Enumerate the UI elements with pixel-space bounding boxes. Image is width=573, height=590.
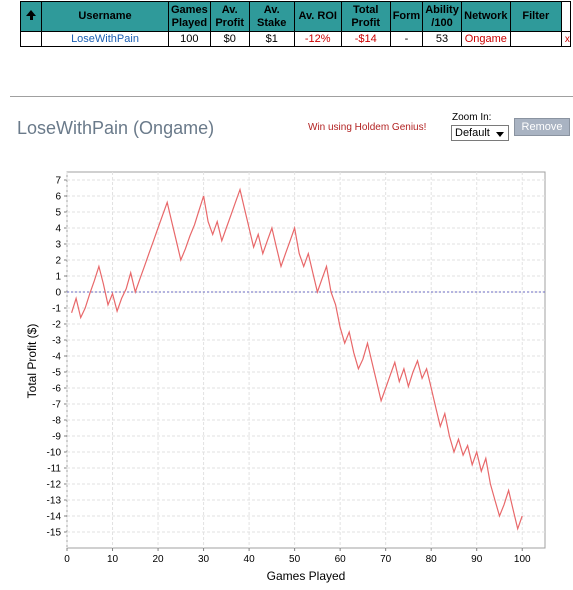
header-av-roi[interactable]: Av. ROI	[293, 1, 342, 32]
y-tick-label: -14	[47, 512, 62, 523]
x-tick-label: 100	[514, 554, 531, 565]
x-tick-label: 0	[64, 554, 70, 565]
x-tick-label: 70	[380, 554, 392, 565]
player-title: LoseWithPain (Ongame)	[17, 118, 215, 138]
row-sort-cell	[20, 31, 42, 47]
y-tick-label: -8	[52, 416, 61, 427]
x-tick-label: 40	[244, 554, 256, 565]
av-roi-value: -12%	[293, 31, 342, 47]
x-tick-label: 10	[107, 554, 119, 565]
y-tick-label: -10	[47, 448, 62, 459]
zoom-label: Zoom In:	[452, 112, 492, 123]
header-games-played[interactable]: Games Played	[168, 1, 211, 32]
x-tick-label: 50	[289, 554, 301, 565]
y-tick-label: 0	[55, 288, 61, 299]
y-tick-label: -2	[52, 320, 61, 331]
zoom-selected-value: Default	[455, 127, 490, 139]
header-network[interactable]: Network	[460, 1, 511, 32]
y-tick-label: -1	[52, 304, 61, 315]
y-tick-label: -6	[52, 384, 61, 395]
promo-link[interactable]: Win using Holdem Genius!	[308, 122, 427, 133]
profit-series-line	[71, 187, 523, 531]
games-played-value: 100	[168, 31, 211, 47]
header-username[interactable]: Username	[41, 1, 169, 32]
remove-row-icon[interactable]: x	[560, 31, 571, 47]
sort-column-header[interactable]	[20, 1, 42, 32]
y-tick-label: -5	[52, 368, 61, 379]
remove-button[interactable]: Remove	[514, 118, 570, 136]
total-profit-value: -$14	[340, 31, 391, 47]
y-tick-label: -4	[52, 352, 61, 363]
header-ability[interactable]: Ability/100	[422, 1, 462, 32]
network-value: Ongame	[460, 31, 511, 47]
header-form[interactable]: Form	[389, 1, 424, 32]
x-tick-label: 20	[152, 554, 164, 565]
plot-area	[66, 171, 546, 549]
y-tick-label: -12	[47, 480, 62, 491]
y-tick-label: 7	[55, 176, 61, 187]
y-tick-label: 3	[55, 240, 61, 251]
header-filter[interactable]: Filter	[509, 1, 562, 32]
filter-value[interactable]	[509, 31, 562, 47]
y-tick-label: -15	[47, 528, 62, 539]
header-av-stake[interactable]: Av. Stake	[248, 1, 295, 32]
sort-arrow-up-icon[interactable]	[26, 10, 36, 20]
header-spacer	[560, 1, 571, 32]
av-stake-value: $1	[248, 31, 295, 47]
av-profit-value: $0	[209, 31, 250, 47]
form-value: -	[389, 31, 424, 47]
profit-chart: 76543210-1-2-3-4-5-6-7-8-9-10-11-12-13-1…	[25, 171, 546, 583]
username-link[interactable]: LoseWithPain	[41, 31, 169, 47]
x-tick-label: 60	[335, 554, 347, 565]
y-tick-label: -13	[47, 496, 62, 507]
y-tick-label: -3	[52, 336, 61, 347]
table-row: LoseWithPain 100 $0 $1 -12% -$14 - 53 On…	[20, 31, 571, 47]
section-divider	[10, 96, 573, 97]
x-tick-label: 80	[426, 554, 438, 565]
zoom-select[interactable]: Default	[451, 125, 509, 141]
stats-table: Username Games Played Av. Profit Av. Stake …	[20, 1, 571, 47]
chevron-down-icon[interactable]	[496, 132, 504, 137]
stats-header-row: Username Games Played Av. Profit Av. Stake …	[20, 1, 571, 32]
y-tick-label: 6	[55, 192, 61, 203]
x-tick-label: 30	[198, 554, 210, 565]
x-axis-label: Games Played	[267, 569, 346, 583]
header-av-profit[interactable]: Av. Profit	[209, 1, 250, 32]
y-tick-label: -9	[52, 432, 61, 443]
ability-value: 53	[422, 31, 462, 47]
header-total-profit[interactable]: Total Profit	[340, 1, 391, 32]
y-axis-label: Total Profit ($)	[25, 324, 39, 399]
y-tick-label: 2	[55, 256, 61, 267]
y-tick-label: 1	[55, 272, 61, 283]
y-tick-label: 4	[55, 224, 61, 235]
y-tick-label: -7	[52, 400, 61, 411]
y-tick-label: -11	[47, 464, 61, 475]
y-tick-label: 5	[55, 208, 61, 219]
x-tick-label: 90	[471, 554, 483, 565]
